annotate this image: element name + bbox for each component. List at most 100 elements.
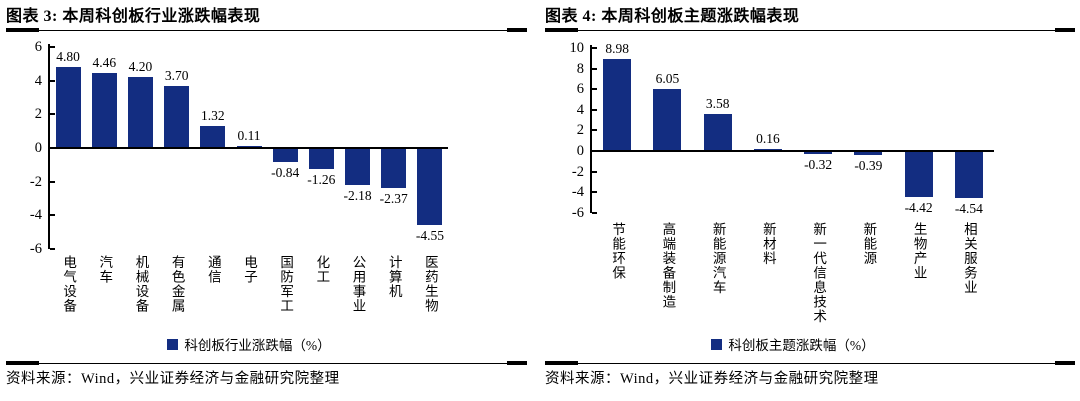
x-category-label: 新能源汽车 [710, 222, 726, 295]
y-axis-tick [50, 247, 55, 250]
bar-value-label: 6.05 [655, 70, 680, 86]
y-tick-label: 8 [576, 60, 584, 77]
source-rule [545, 361, 1075, 365]
y-axis-tick [50, 46, 55, 49]
y-tick-label: 4 [34, 72, 42, 89]
y-tick-label: 6 [34, 39, 42, 56]
bar-value-label: 3.58 [705, 96, 730, 112]
x-category-label: 机械设备 [133, 255, 149, 313]
y-axis-tick [50, 79, 55, 82]
bar [904, 151, 933, 197]
x-category-label: 国防军工 [278, 255, 294, 313]
y-axis-line [590, 45, 592, 213]
legend-swatch [711, 338, 723, 350]
y-tick-label: 2 [576, 122, 584, 139]
x-category-label: 电气设备 [61, 255, 77, 313]
bar [854, 151, 883, 156]
chart-panel-industry: 图表 3: 本周科创板行业涨跌幅表现 6 4 2 0 -2 -4 -6 4.80 电气设备 4.4… [0, 0, 533, 401]
chart-legend: 科创板行业涨跌幅（%） [50, 335, 448, 353]
x-category-label: 医药生物 [422, 255, 438, 313]
bar-chart-industry: 6 4 2 0 -2 -4 -6 4.80 电气设备 4.46 汽车 4.20 机械设备 3.70 有色金属… [6, 35, 527, 335]
y-axis-line [48, 44, 50, 249]
title-rule [545, 28, 1075, 32]
y-tick-label: 6 [576, 81, 584, 98]
x-category-label: 通信 [205, 255, 221, 284]
bar-value-label: -0.32 [804, 157, 833, 173]
y-axis-tick [592, 129, 597, 132]
y-axis-tick [592, 88, 597, 91]
bar-value-label: -4.54 [954, 200, 983, 216]
y-tick-label: 0 [34, 140, 42, 156]
bar-value-label: -4.55 [415, 227, 444, 243]
bar-value-label: 8.98 [605, 40, 629, 56]
x-category-label: 汽车 [97, 255, 113, 284]
zero-axis-line [592, 150, 994, 152]
bar [272, 148, 298, 163]
x-category-label: 新材料 [760, 222, 776, 266]
bar-value-label: -0.39 [854, 158, 883, 174]
bar [603, 58, 632, 151]
bar-value-label: -2.37 [379, 190, 408, 206]
bar [703, 114, 732, 151]
bar-value-label: 0.16 [756, 131, 780, 147]
chart-panel-theme: 图表 4: 本周科创板主题涨跌幅表现 10 8 6 4 2 0 -2 -4 -6 8.98 节能环保… [533, 0, 1080, 401]
bar-value-label: 4.80 [56, 49, 80, 65]
bar [308, 148, 334, 170]
y-tick-label: -2 [571, 163, 584, 180]
bar-value-label: -1.26 [307, 172, 336, 188]
y-tick-label: -6 [29, 240, 42, 257]
y-axis-tick [592, 211, 597, 214]
bar-value-label: -2.18 [343, 187, 372, 203]
y-axis-tick [592, 47, 597, 49]
chart-title: 图表 3: 本周科创板行业涨跌幅表现 [6, 8, 261, 25]
x-category-label: 生物产业 [911, 222, 927, 280]
y-axis-tick [50, 180, 55, 183]
x-category-label: 高端装备制造 [660, 222, 676, 309]
legend-label: 科创板行业涨跌幅（%） [184, 338, 331, 353]
bar [653, 88, 682, 151]
x-category-label: 公用事业 [350, 255, 366, 313]
y-axis-tick [592, 67, 597, 70]
chart-title: 图表 4: 本周科创板主题涨跌幅表现 [545, 8, 800, 25]
bar [200, 125, 226, 148]
y-tick-label: -4 [29, 207, 42, 224]
bar [954, 151, 983, 198]
bar-value-label: 0.11 [237, 128, 261, 144]
y-tick-label: -4 [571, 184, 584, 201]
x-category-label: 相关服务业 [961, 222, 977, 295]
bar-value-label: -4.42 [904, 199, 933, 215]
x-category-label: 新一代信息技术 [811, 222, 827, 324]
x-category-label: 有色金属 [169, 255, 185, 313]
bar-value-label: 1.32 [201, 107, 225, 123]
zero-axis-line [50, 147, 448, 149]
y-tick-label: -6 [571, 204, 584, 221]
bar-chart-theme: 10 8 6 4 2 0 -2 -4 -6 8.98 节能环保 6.05 高端装备制造 3.58 新能源汽车… [545, 35, 1075, 335]
bar [164, 85, 190, 148]
bar [417, 148, 443, 225]
x-category-label: 电子 [242, 255, 257, 284]
source-note: 资料来源：Wind，兴业证券经济与金融研究院整理 [545, 371, 879, 387]
bar-value-label: 3.70 [164, 67, 189, 83]
bar [345, 148, 371, 185]
bar [804, 151, 833, 155]
bar-value-label: 4.46 [92, 54, 117, 70]
bar-value-label: 4.20 [128, 59, 153, 75]
source-rule [6, 361, 527, 365]
y-axis-tick [50, 214, 55, 217]
bar-value-label: -0.84 [271, 165, 300, 181]
y-tick-label: -2 [29, 173, 42, 190]
y-tick-label: 4 [576, 101, 584, 118]
x-category-label: 计算机 [386, 255, 402, 299]
source-note: 资料来源：Wind，兴业证券经济与金融研究院整理 [6, 371, 340, 387]
x-category-label: 化工 [314, 255, 330, 284]
bar [91, 72, 117, 148]
y-axis-tick [592, 108, 597, 111]
bar [127, 77, 153, 148]
y-tick-label: 0 [576, 143, 584, 159]
bar [381, 148, 407, 188]
x-category-label: 节能环保 [610, 222, 626, 280]
bar [55, 67, 81, 148]
y-tick-label: 2 [34, 106, 42, 123]
y-tick-label: 10 [569, 40, 585, 56]
